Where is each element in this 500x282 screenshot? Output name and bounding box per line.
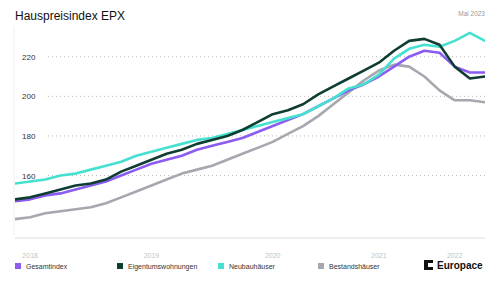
grid-line <box>48 96 485 97</box>
legend-swatch <box>318 263 324 269</box>
chart: Hauspreisindex EPX Mai 2023 160 180 200 220 20… <box>0 0 500 282</box>
y-tick-label: 180 <box>22 132 36 141</box>
legend-label: Gesamtindex <box>26 263 68 270</box>
legend-label: Bestandshäuser <box>329 263 380 270</box>
series-line <box>15 65 485 220</box>
y-tick-label: 160 <box>22 172 36 181</box>
plot-area <box>15 33 485 219</box>
grid-line <box>48 135 485 136</box>
source: Europace <box>437 260 483 271</box>
grid-line <box>48 56 485 57</box>
x-tick-label: 2021 <box>371 252 387 259</box>
legend-label: Neubauhäuser <box>229 263 276 270</box>
y-axis-line <box>14 27 15 235</box>
legend-swatch <box>218 263 224 269</box>
x-tick-label: 2019 <box>144 252 160 259</box>
series-line <box>15 39 485 199</box>
title: Hauspreisindex EPX <box>15 9 125 23</box>
x-tick-label: 2020 <box>265 252 281 259</box>
y-tick-label: 200 <box>22 92 36 101</box>
legend-swatch <box>117 263 123 269</box>
legend-swatch <box>15 263 21 269</box>
x-axis-line <box>15 238 485 239</box>
series-line <box>15 33 485 184</box>
logo: Europace <box>424 260 483 271</box>
x-tick-label: 2018 <box>22 252 38 259</box>
legend-label: Eigentumswohnungen <box>128 263 197 271</box>
x-tick-label: 2022 <box>447 252 463 259</box>
subtitle: Mai 2023 <box>458 10 485 17</box>
y-tick-label: 220 <box>22 53 36 62</box>
